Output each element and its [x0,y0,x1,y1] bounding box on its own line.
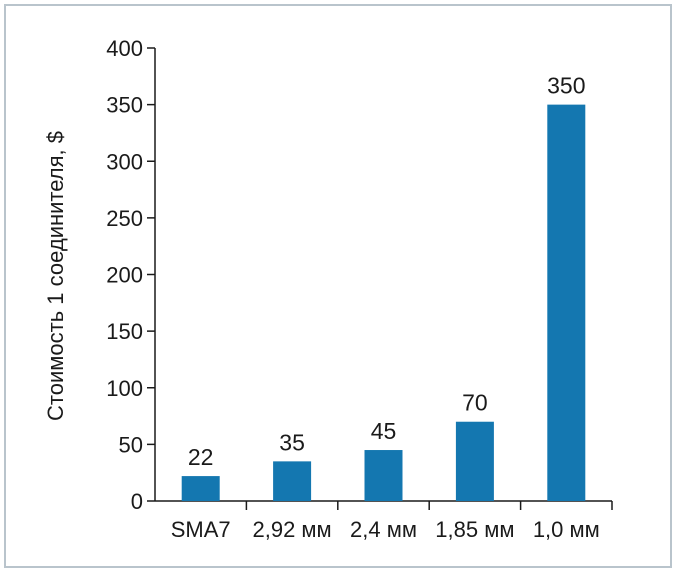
bar-value-label: 22 [188,444,214,470]
y-tick-label: 300 [106,149,143,174]
y-tick-label: 150 [106,319,143,344]
bar [364,450,403,501]
bar-value-label: 35 [279,429,305,455]
bar-value-label: 350 [547,73,585,99]
bars [181,104,586,501]
y-tick-label: 350 [106,93,143,118]
y-tick-label: 250 [106,206,143,231]
x-axis: SMA7 2,92 мм 2,4 мм 1,85 мм 1,0 мм [155,500,613,542]
x-category-label: 1,0 мм [533,517,600,542]
y-tick-label: 400 [106,36,143,61]
bar [181,476,220,501]
bar [455,421,494,501]
bar-value-label: 45 [371,418,397,444]
x-category-label: 2,92 мм [253,517,332,542]
y-axis: 0 50 100 150 200 250 300 350 400 [106,36,156,514]
x-category-label: 2,4 мм [350,517,417,542]
y-axis-title: Стоимость 1 соединителя, $ [43,131,68,421]
x-category-label: 1,85 мм [435,517,514,542]
bar-value-label: 70 [462,390,488,416]
y-tick-label: 0 [131,489,143,514]
y-tick-label: 100 [106,376,143,401]
bar [273,461,312,501]
y-tick-label: 50 [119,432,143,457]
x-category-label: SMA7 [171,517,231,542]
bar [547,104,586,501]
data-labels: 22 35 45 70 350 [188,73,586,470]
y-tick-label: 200 [106,263,143,288]
